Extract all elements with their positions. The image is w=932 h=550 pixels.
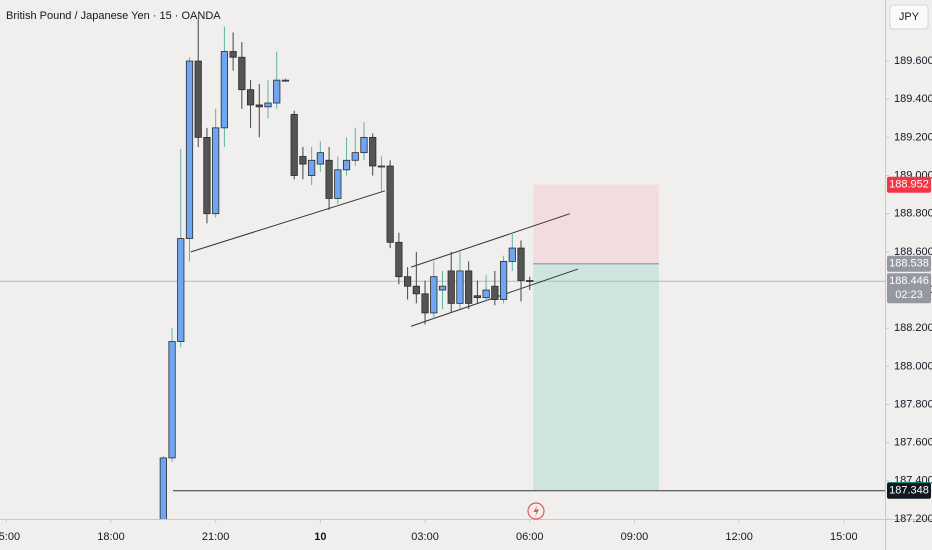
plot-area [0,19,885,519]
x-tick-label: 09:00 [621,531,649,543]
candle-body [360,136,368,154]
candle-body [412,285,420,295]
candle-body [185,60,194,239]
currency[interactable]: JPY [899,11,920,23]
y-tick-label: 189.200 [894,131,932,143]
candle-body [255,104,263,108]
price-marker-label: 188.952 [889,179,929,191]
y-tick-label: 189.400 [894,93,932,105]
candle-body [281,79,290,82]
x-tick-label: 21:00 [202,531,230,543]
y-tick-label: 188.600 [894,246,932,258]
candle-body [203,136,211,215]
candle-body [404,276,412,287]
price-marker [887,482,931,499]
candle-body [334,169,342,199]
candle-body [482,289,490,299]
alert-icon[interactable] [527,502,545,520]
candle-body [491,285,499,300]
candle-body [290,114,298,176]
candle-body [159,457,167,519]
candle-body [325,159,333,199]
candle-body [308,159,316,176]
candle-body [430,276,438,314]
candle-body [220,51,228,129]
candle-body [194,60,202,138]
candle-body [342,159,351,171]
price-marker-label: 188.446 [889,275,929,287]
candle-body [299,156,307,165]
price-marker-label: 187.348 [889,485,929,497]
trend-line [190,190,386,253]
candle-body [273,79,281,104]
y-tick-label: 188.800 [894,208,932,220]
candle-body [238,56,246,91]
x-tick-label: 15:00 [0,531,20,543]
target-zone [533,263,659,490]
candle-body [447,270,455,304]
candle-body [395,241,403,278]
candle-body [246,89,255,106]
price-marker-label: 188.538 [889,258,929,270]
candle-body [421,293,429,314]
price-marker [887,255,931,272]
candle-body [526,280,534,282]
x-tick-label: 06:00 [516,531,544,543]
candle-body [229,51,237,58]
y-tick-label: 187.800 [894,398,932,410]
candle-body [499,261,508,300]
y-tick-label: 187.600 [894,437,932,449]
candle-body [473,295,481,299]
candle-body [351,152,359,161]
candle-body [177,238,185,342]
candle-body [438,285,447,291]
currency-box[interactable] [889,4,929,30]
candle-body [517,247,525,281]
candle-body [377,165,386,168]
candle-body [264,102,272,108]
y-tick-label: 188.000 [894,360,932,372]
x-tick-label: 15:00 [830,531,858,543]
x-tick-label: 03:00 [411,531,439,543]
countdown: 02:23 [895,289,923,301]
price-marker [887,273,931,304]
y-tick-label: 188.200 [894,322,932,334]
candle-body [316,152,324,165]
stop-zone [533,184,659,264]
chart-title: British Pound / Japanese Yen · 15 · OAND… [6,10,221,22]
price-marker [887,176,931,193]
trend-line [410,213,571,268]
candle-body [168,341,176,459]
y-tick-label: 187.200 [894,513,932,525]
candle-body [369,136,377,167]
x-tick-label: 12:00 [725,531,753,543]
candle-body [456,270,464,304]
candle-body [508,247,516,262]
x-tick-label: 10 [314,531,326,543]
candle-body [212,127,220,215]
x-tick-label: 18:00 [97,531,125,543]
candle-body [465,270,473,304]
y-tick-label: 189.600 [894,55,932,67]
candle-body [386,165,394,243]
